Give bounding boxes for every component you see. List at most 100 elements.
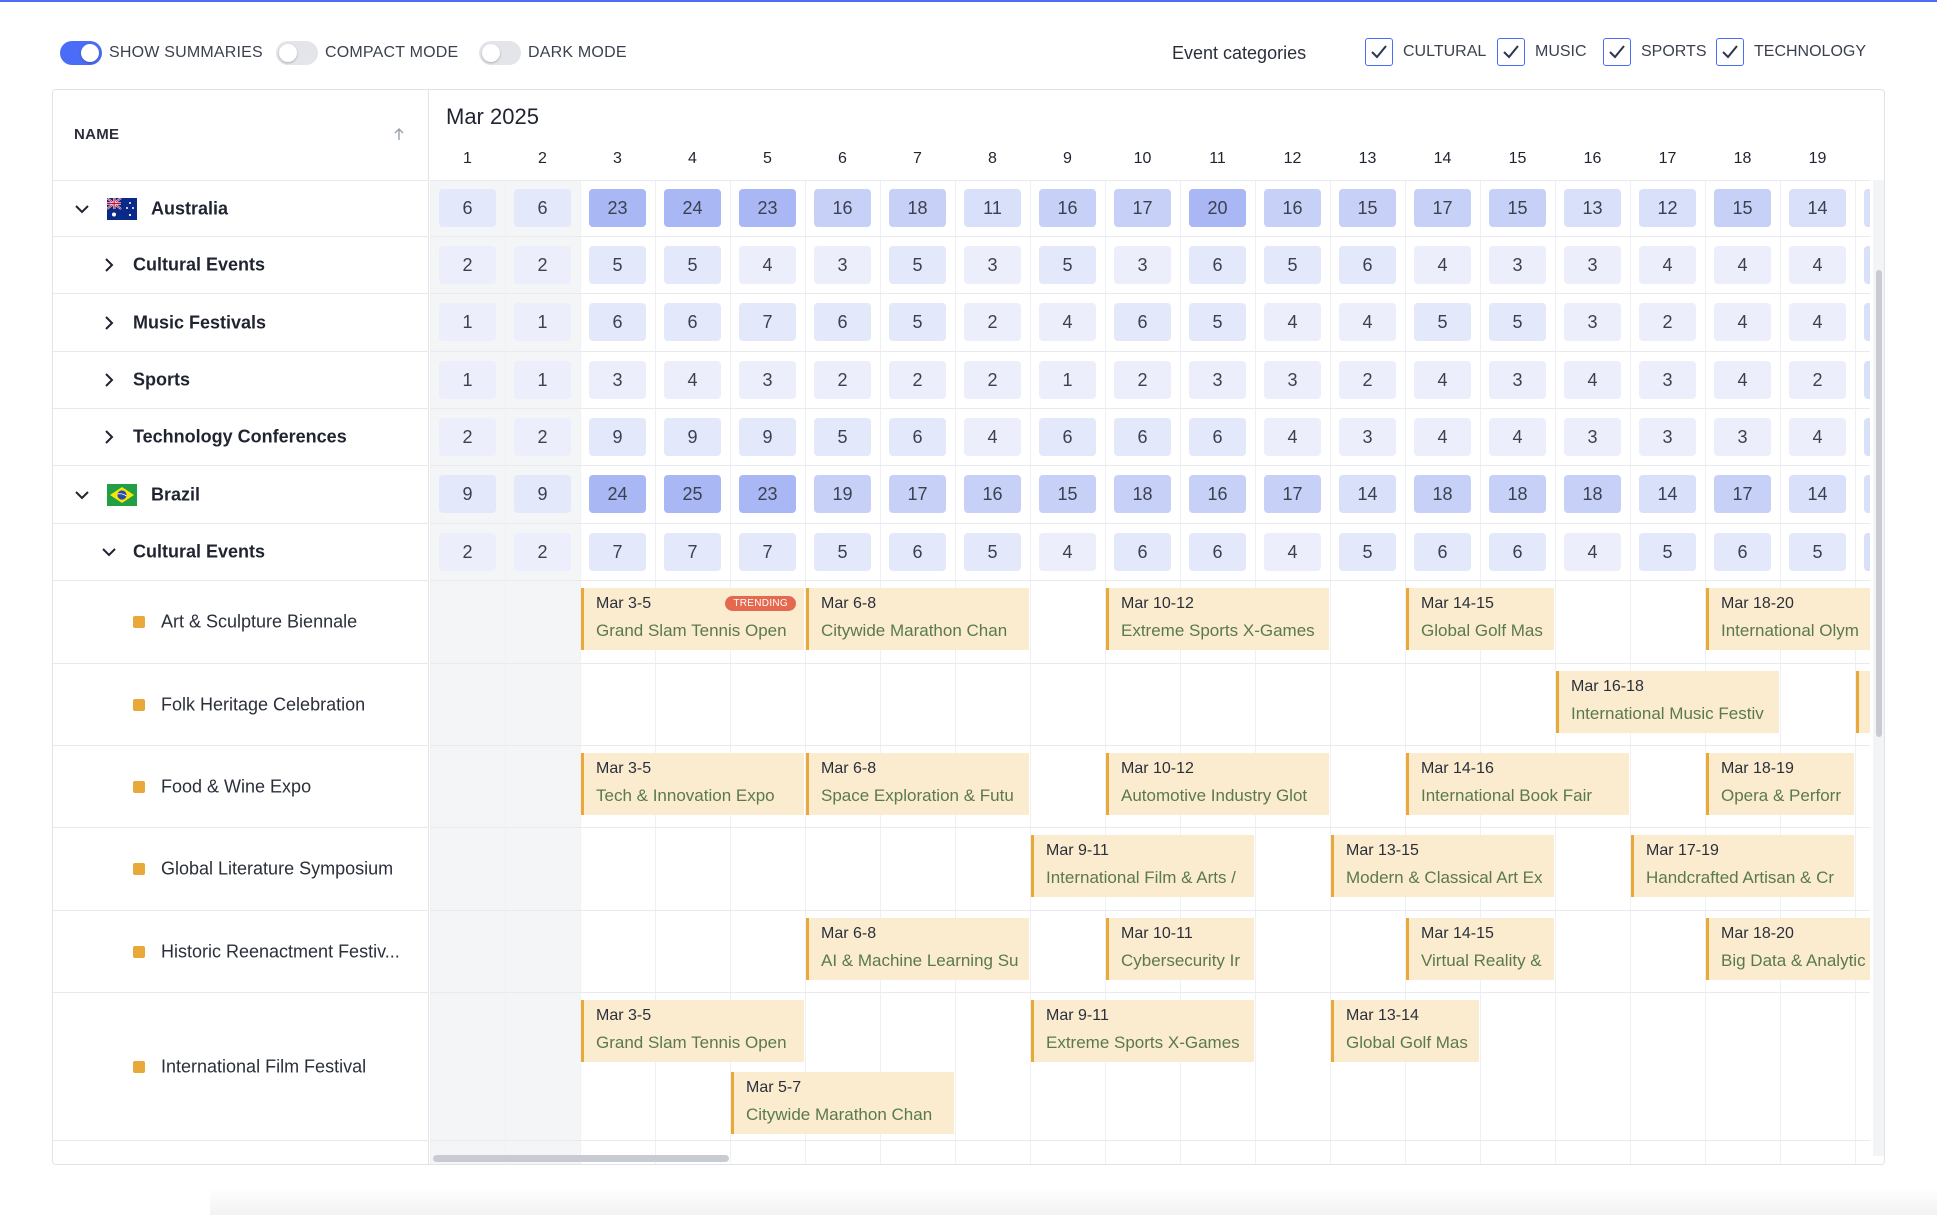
- event-bar[interactable]: Mar 13-14 Global Golf Mas: [1331, 1000, 1479, 1062]
- summary-cell[interactable]: 15: [1714, 189, 1771, 227]
- summary-cell[interactable]: 4: [1714, 246, 1771, 284]
- summary-cell[interactable]: 3: [1189, 361, 1246, 399]
- summary-cell[interactable]: 7: [589, 533, 646, 571]
- summary-cell[interactable]: 7: [664, 533, 721, 571]
- summary-cell[interactable]: 17: [889, 475, 946, 513]
- summary-cell[interactable]: 4: [1789, 303, 1846, 341]
- summary-cell[interactable]: 4: [1264, 418, 1321, 456]
- summary-cell[interactable]: 5: [1339, 533, 1396, 571]
- category-row[interactable]: Technology Conferences: [53, 408, 429, 465]
- summary-cell[interactable]: 6: [814, 303, 871, 341]
- summary-cell[interactable]: 4: [1564, 361, 1621, 399]
- sort-ascending-icon[interactable]: [393, 126, 405, 142]
- summary-cell[interactable]: 6: [1114, 303, 1171, 341]
- summary-cell[interactable]: 25: [664, 475, 721, 513]
- event-bar[interactable]: Mar 3-5 Tech & Innovation Expo: [581, 753, 804, 815]
- summary-cell[interactable]: 4: [1789, 246, 1846, 284]
- event-bar[interactable]: [1856, 671, 1870, 733]
- summary-cell[interactable]: 3: [1489, 246, 1546, 284]
- summary-cell[interactable]: 17: [1264, 475, 1321, 513]
- summary-cell[interactable]: 15: [1339, 189, 1396, 227]
- chevron-right-icon[interactable]: [100, 371, 118, 389]
- summary-cell[interactable]: 4: [1264, 303, 1321, 341]
- summary-cell[interactable]: 14: [1339, 475, 1396, 513]
- compact-mode-toggle[interactable]: COMPACT MODE: [276, 41, 458, 65]
- summary-cell[interactable]: 5: [664, 246, 721, 284]
- category-cultural[interactable]: CULTURAL: [1365, 38, 1486, 66]
- summary-cell[interactable]: 18: [1414, 475, 1471, 513]
- summary-cell[interactable]: 3: [1264, 361, 1321, 399]
- summary-cell[interactable]: 4: [1714, 361, 1771, 399]
- event-row[interactable]: Folk Heritage Celebration: [53, 663, 429, 745]
- summary-cell[interactable]: 2: [514, 418, 571, 456]
- summary-cell[interactable]: 18: [1489, 475, 1546, 513]
- summary-cell[interactable]: 13: [1564, 189, 1621, 227]
- summary-cell[interactable]: 15: [1489, 189, 1546, 227]
- scroll-thumb[interactable]: [1876, 270, 1882, 737]
- summary-cell[interactable]: 1: [514, 303, 571, 341]
- event-row[interactable]: Art & Sculpture Biennale: [53, 580, 429, 663]
- summary-cell[interactable]: 14: [1789, 189, 1846, 227]
- summary-cell[interactable]: 6: [1189, 418, 1246, 456]
- summary-cell[interactable]: 4: [739, 246, 796, 284]
- summary-cell[interactable]: 2: [1639, 303, 1696, 341]
- summary-cell[interactable]: 17: [1714, 475, 1771, 513]
- summary-cell[interactable]: 3: [1639, 418, 1696, 456]
- summary-cell[interactable]: 3: [1639, 361, 1696, 399]
- summary-cell[interactable]: 2: [889, 361, 946, 399]
- summary-cell[interactable]: 2: [439, 533, 496, 571]
- summary-cell[interactable]: 3: [1114, 246, 1171, 284]
- chevron-right-icon[interactable]: [100, 428, 118, 446]
- summary-cell[interactable]: 6: [1189, 246, 1246, 284]
- summary-cell[interactable]: 6: [889, 418, 946, 456]
- chevron-down-icon[interactable]: [73, 200, 91, 218]
- summary-cell[interactable]: 18: [1564, 475, 1621, 513]
- summary-cell[interactable]: 2: [514, 246, 571, 284]
- summary-cell[interactable]: 23: [589, 189, 646, 227]
- chevron-down-icon[interactable]: [100, 543, 118, 561]
- summary-cell[interactable]: 7: [739, 533, 796, 571]
- summary-cell[interactable]: 24: [589, 475, 646, 513]
- vertical-scrollbar[interactable]: [1873, 180, 1884, 1156]
- summary-cell[interactable]: 2: [1789, 361, 1846, 399]
- summary-cell[interactable]: 4: [1039, 533, 1096, 571]
- summary-cell[interactable]: 5: [1039, 246, 1096, 284]
- checkbox[interactable]: [1365, 38, 1393, 66]
- summary-cell[interactable]: 3: [1489, 361, 1546, 399]
- summary-cell[interactable]: 1: [439, 361, 496, 399]
- summary-cell[interactable]: 5: [964, 533, 1021, 571]
- summary-cell[interactable]: 6: [1339, 246, 1396, 284]
- event-bar[interactable]: Mar 14-15 Global Golf Mas: [1406, 588, 1554, 650]
- summary-cell[interactable]: 4: [1339, 303, 1396, 341]
- summary-cell[interactable]: 11: [964, 189, 1021, 227]
- summary-cell[interactable]: 4: [1039, 303, 1096, 341]
- event-bar[interactable]: Mar 17-19 Handcrafted Artisan & Cr: [1631, 835, 1854, 897]
- event-bar[interactable]: Mar 10-12 Automotive Industry Glot: [1106, 753, 1329, 815]
- summary-cell[interactable]: 6: [514, 189, 571, 227]
- summary-cell[interactable]: 2: [1114, 361, 1171, 399]
- summary-cell[interactable]: 3: [1564, 246, 1621, 284]
- summary-cell[interactable]: 5: [889, 246, 946, 284]
- chevron-down-icon[interactable]: [73, 486, 91, 504]
- summary-cell[interactable]: 6: [1714, 533, 1771, 571]
- event-bar[interactable]: Mar 14-15 Virtual Reality &: [1406, 918, 1554, 980]
- event-bar[interactable]: Mar 3-5 Grand Slam Tennis Open TRENDING: [581, 588, 804, 650]
- summary-cell[interactable]: 6: [589, 303, 646, 341]
- summary-cell[interactable]: 4: [964, 418, 1021, 456]
- summary-cell[interactable]: 4: [1489, 418, 1546, 456]
- summary-cell[interactable]: 4: [1414, 361, 1471, 399]
- summary-cell[interactable]: 2: [514, 533, 571, 571]
- show-summaries-toggle[interactable]: SHOW SUMMARIES: [60, 41, 263, 65]
- summary-cell[interactable]: 4: [664, 361, 721, 399]
- summary-cell[interactable]: 17: [1114, 189, 1171, 227]
- category-sports[interactable]: SPORTS: [1603, 38, 1707, 66]
- summary-cell[interactable]: 16: [814, 189, 871, 227]
- horizontal-scrollbar[interactable]: [430, 1151, 1870, 1164]
- summary-cell[interactable]: 2: [439, 418, 496, 456]
- summary-cell[interactable]: 4: [1639, 246, 1696, 284]
- summary-cell[interactable]: 5: [589, 246, 646, 284]
- summary-cell[interactable]: 4: [1264, 533, 1321, 571]
- event-bar[interactable]: Mar 6-8 AI & Machine Learning Su: [806, 918, 1029, 980]
- category-row[interactable]: Cultural Events: [53, 523, 429, 580]
- summary-cell[interactable]: 6: [889, 533, 946, 571]
